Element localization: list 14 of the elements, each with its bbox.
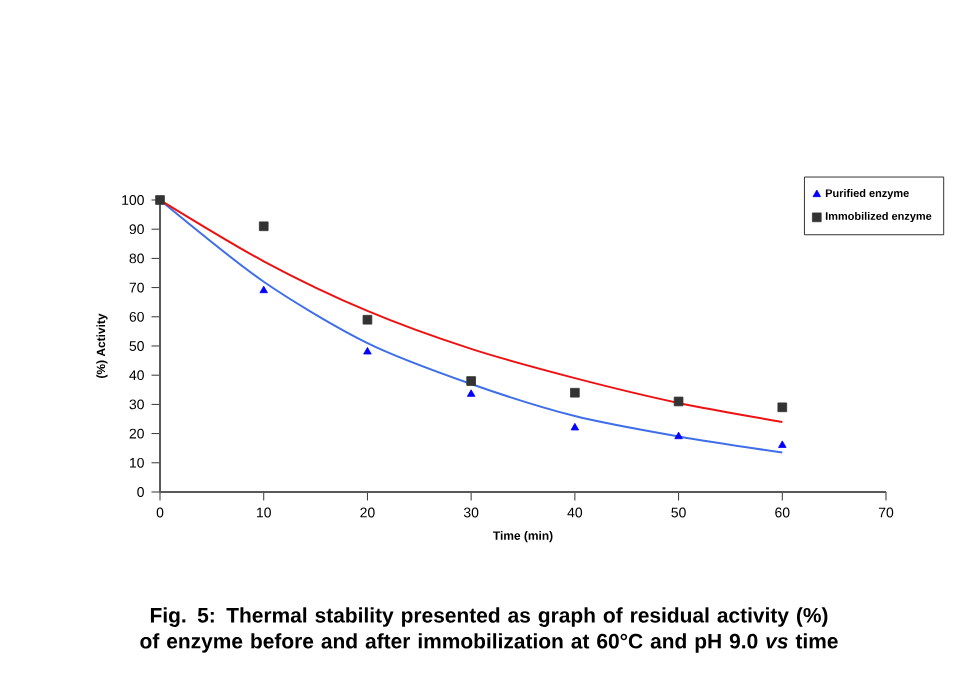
point bbox=[466, 376, 476, 386]
point bbox=[570, 387, 580, 398]
point bbox=[466, 389, 476, 397]
point bbox=[777, 402, 788, 413]
point bbox=[155, 195, 165, 205]
point bbox=[259, 285, 268, 294]
point bbox=[258, 221, 269, 232]
point bbox=[570, 422, 580, 431]
point bbox=[363, 347, 372, 355]
text: Fig. 5: Thermal stability presented as graph of residual activity (%) of enzyme before and after immobilization at 60°C and pH 9.0 vs time bbox=[140, 607, 838, 653]
point bbox=[673, 396, 684, 407]
point bbox=[362, 314, 373, 325]
point bbox=[674, 431, 683, 440]
point bbox=[778, 440, 787, 448]
